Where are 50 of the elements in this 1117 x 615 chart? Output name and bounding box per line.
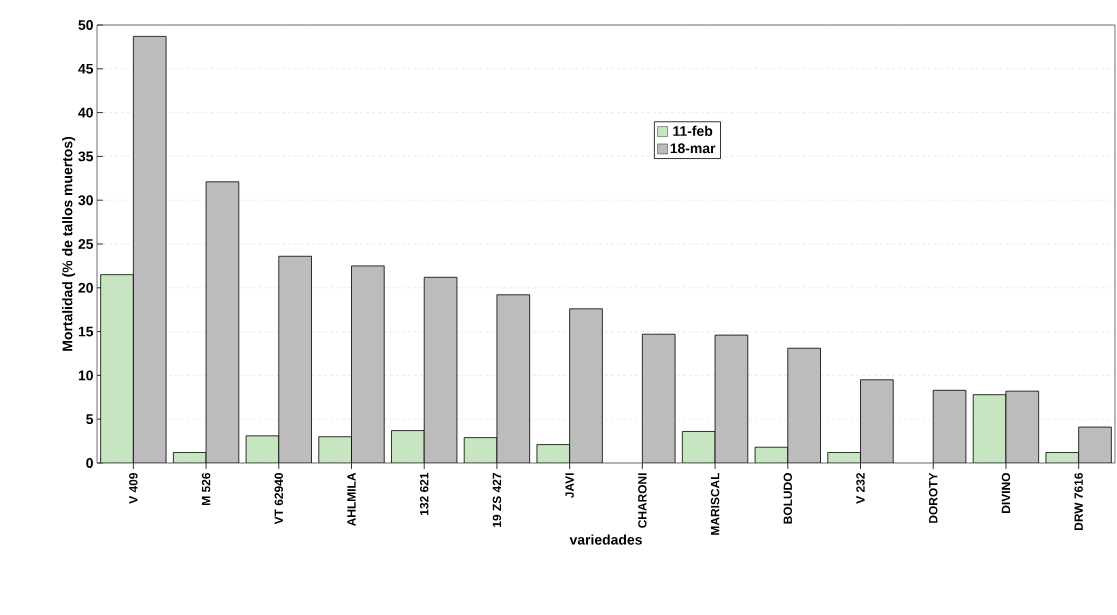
y-tick-label: 5 bbox=[86, 414, 94, 425]
bar bbox=[1005, 390, 1040, 463]
x-tick-label: BOLUDO bbox=[783, 473, 793, 524]
x-tick-label: DOROTY bbox=[928, 472, 938, 523]
x-tick-label: CHARONI bbox=[638, 473, 647, 528]
y-axis-title: Mortalidad (% de tallos muertos) bbox=[62, 136, 76, 351]
bar bbox=[642, 334, 676, 463]
x-tick-label: JAVI bbox=[565, 473, 574, 499]
bar bbox=[423, 276, 458, 463]
y-tick-label: 50 bbox=[78, 20, 93, 30]
x-axis-title: variedades bbox=[569, 534, 642, 545]
bar bbox=[463, 437, 498, 463]
bar bbox=[100, 274, 134, 463]
y-tick-label: 25 bbox=[78, 239, 94, 249]
x-tick-label: V 409 bbox=[129, 472, 138, 504]
x-tick-label: MARISCAL bbox=[710, 472, 720, 535]
bar bbox=[715, 335, 748, 463]
bar bbox=[351, 265, 385, 463]
x-tick-label: V 232 bbox=[856, 473, 865, 504]
bar bbox=[391, 430, 425, 463]
y-tick-label: 30 bbox=[78, 195, 93, 206]
x-tick-label: VT 62940 bbox=[274, 473, 284, 525]
legend-label: 18-mar bbox=[670, 143, 716, 154]
bar bbox=[569, 308, 603, 463]
bar bbox=[682, 431, 716, 463]
bar bbox=[245, 435, 280, 463]
bar bbox=[132, 35, 167, 463]
y-tick-label: 40 bbox=[78, 107, 93, 118]
legend-label: 11-feb bbox=[673, 125, 713, 136]
bar bbox=[860, 379, 894, 463]
x-tick-label: 19 ZS 427 bbox=[492, 473, 502, 527]
x-tick-label: M 526 bbox=[201, 472, 211, 505]
y-tick-label: 15 bbox=[78, 326, 94, 337]
x-tick-label: DIVINO bbox=[1001, 473, 1011, 513]
x-tick-label: AHLMILA bbox=[347, 472, 356, 527]
bar bbox=[496, 294, 531, 463]
x-tick-label: 132 621 bbox=[419, 472, 429, 515]
y-tick-label: 20 bbox=[78, 282, 93, 293]
x-tick-label: DRW 7616 bbox=[1074, 472, 1083, 530]
bar bbox=[1078, 426, 1112, 463]
bar bbox=[787, 348, 821, 463]
y-tick-label: 45 bbox=[78, 63, 94, 74]
bar bbox=[932, 389, 967, 463]
bar bbox=[278, 255, 312, 463]
y-tick-label: 0 bbox=[86, 458, 93, 468]
y-tick-label: 35 bbox=[78, 151, 94, 162]
y-tick-label: 10 bbox=[78, 370, 93, 381]
bar bbox=[972, 394, 1007, 463]
bar bbox=[318, 436, 352, 463]
bar bbox=[205, 181, 240, 463]
